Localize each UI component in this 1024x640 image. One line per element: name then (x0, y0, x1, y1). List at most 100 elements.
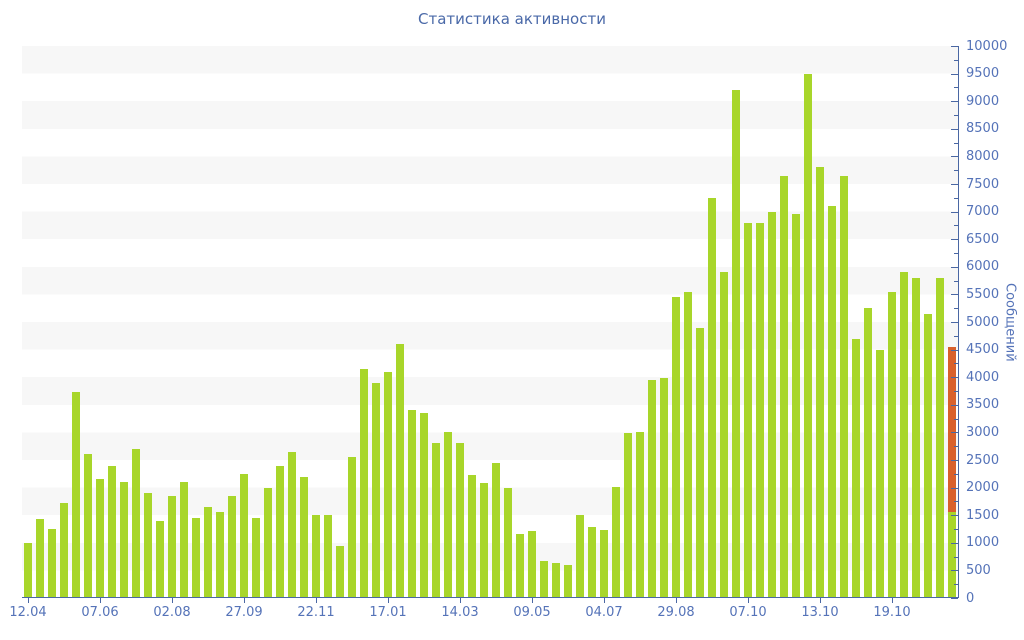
bar (491, 463, 501, 598)
bar (647, 379, 657, 598)
y-major-tick (951, 404, 958, 406)
x-tick-label: 13.10 (801, 605, 839, 620)
bar (83, 454, 93, 598)
bar (887, 291, 897, 598)
y-tick-label: 6000 (966, 259, 1000, 275)
bar (407, 410, 417, 598)
y-minor-tick (954, 308, 958, 310)
y-tick-label: 8000 (966, 148, 1000, 164)
x-tick (892, 598, 893, 603)
y-axis-line (958, 46, 959, 598)
y-minor-tick (954, 529, 958, 530)
x-tick-label: 22.11 (297, 605, 335, 620)
bar (47, 529, 57, 598)
x-tick-label: 27.09 (225, 605, 263, 620)
bar (443, 431, 453, 598)
bar (155, 520, 165, 598)
bar (575, 515, 585, 598)
y-major-tick (951, 515, 958, 517)
y-minor-tick (954, 115, 958, 116)
x-tick-label: 07.06 (81, 605, 119, 620)
bar (671, 297, 681, 598)
y-major-tick (951, 266, 958, 268)
y-tick-label: 6500 (966, 231, 1000, 247)
y-major-tick (951, 542, 958, 544)
y-minor-tick (954, 59, 958, 61)
bar (143, 493, 153, 598)
bar (131, 448, 141, 598)
y-tick-label: 1000 (966, 535, 1000, 551)
y-minor-tick (954, 280, 958, 282)
bar (611, 487, 621, 598)
bar (287, 451, 297, 598)
bar (587, 526, 597, 598)
y-major-tick (951, 570, 958, 572)
bar (707, 197, 717, 598)
x-tick-label: 04.07 (585, 605, 623, 620)
y-tick-label: 2000 (966, 480, 1000, 496)
y-major-tick (951, 460, 958, 461)
bar (395, 344, 405, 598)
bar (551, 562, 561, 598)
x-tick-label: 19.10 (873, 605, 911, 620)
y-tick-label: 1500 (966, 507, 1000, 523)
x-tick (532, 598, 533, 603)
x-tick (316, 598, 317, 603)
bar (95, 479, 105, 598)
x-tick-label: 17.01 (369, 605, 407, 620)
bar (371, 382, 381, 598)
y-major-tick (951, 156, 958, 158)
x-tick-label: 29.08 (657, 605, 695, 620)
y-minor-tick (954, 363, 958, 365)
y-tick-label: 10000 (966, 38, 1008, 54)
y-tick-label: 500 (966, 562, 991, 578)
bar-segment-base (947, 512, 957, 598)
bar (851, 338, 861, 598)
bar (467, 474, 477, 598)
y-major-tick (951, 377, 958, 379)
bar (251, 517, 261, 598)
bar (167, 495, 177, 598)
bar (179, 482, 189, 598)
bar (71, 392, 81, 598)
y-minor-tick (954, 501, 958, 503)
y-minor-tick (954, 197, 958, 199)
bar (803, 73, 813, 598)
x-tick (820, 598, 821, 603)
bar (563, 565, 573, 598)
bar (527, 530, 537, 598)
y-tick-label: 9000 (966, 93, 1000, 109)
bar (755, 222, 765, 598)
y-major-tick (951, 101, 958, 103)
y-major-tick (951, 487, 958, 489)
bar (899, 272, 909, 598)
y-tick-label: 5000 (966, 314, 1000, 330)
bar (263, 487, 273, 598)
bar (731, 90, 741, 598)
y-major-tick (951, 211, 958, 213)
bar (227, 495, 237, 598)
x-tick-label: 12.04 (9, 605, 47, 620)
y-tick-label: 4000 (966, 369, 1000, 385)
bar (863, 308, 873, 598)
x-tick-label: 02.08 (153, 605, 191, 620)
bar (335, 545, 345, 598)
bars-layer (22, 46, 958, 598)
bar (599, 530, 609, 598)
bar (107, 465, 117, 598)
y-tick-label: 7000 (966, 204, 1000, 220)
bar (383, 371, 393, 598)
bar (35, 519, 45, 598)
y-axis-title: Сообщений (1002, 282, 1018, 362)
y-minor-tick (954, 556, 958, 558)
bar (767, 211, 777, 598)
bar (875, 349, 885, 598)
bar (923, 313, 933, 598)
y-minor-tick (954, 170, 958, 172)
bar (515, 533, 525, 598)
bar (215, 512, 225, 598)
y-tick-label: 0 (966, 590, 975, 606)
bar (23, 542, 33, 598)
bar (203, 506, 213, 598)
